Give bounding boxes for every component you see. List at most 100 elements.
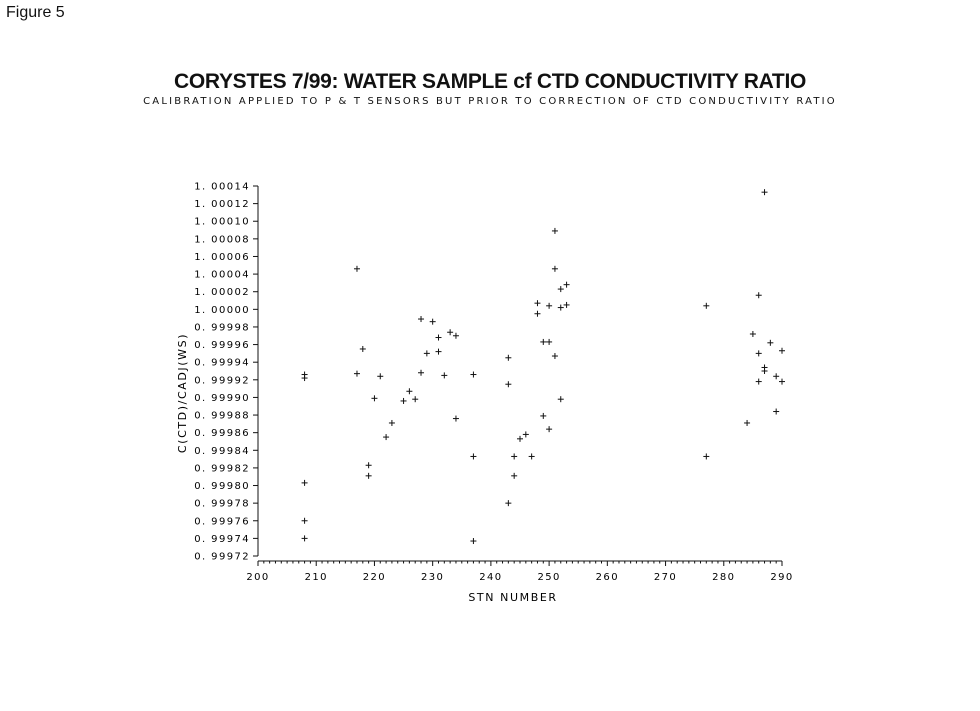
data-point xyxy=(767,339,774,346)
data-point xyxy=(557,396,564,403)
x-tick-label: 240 xyxy=(479,572,502,583)
x-axis-ticks: 200 210 220 230 240 250 260 270 280 290 xyxy=(246,561,793,583)
y-axis-ticks: 0. 99972 0. 99974 0. 99976 0. 99978 0. 99980… xyxy=(194,182,258,563)
x-tick-label: 280 xyxy=(712,572,735,583)
y-tick-label: 0. 99994 xyxy=(194,358,250,369)
data-point xyxy=(517,435,523,442)
data-point xyxy=(703,302,710,309)
y-tick-label: 0. 99996 xyxy=(194,340,250,351)
data-point xyxy=(755,378,762,385)
data-point xyxy=(301,517,308,524)
data-point xyxy=(383,434,390,441)
chart-subtitle: CALIBRATION APPLIED TO P & T SENSORS BUT… xyxy=(143,96,837,107)
y-tick-label: 1. 00004 xyxy=(194,270,250,281)
data-point xyxy=(365,462,372,469)
y-tick-label: 0. 99982 xyxy=(194,463,250,474)
data-point xyxy=(359,345,366,352)
data-point xyxy=(377,373,384,380)
data-point xyxy=(557,286,564,293)
data-point xyxy=(551,265,558,272)
data-point xyxy=(744,419,751,426)
data-point xyxy=(435,348,442,355)
y-tick-label: 0. 99980 xyxy=(194,481,250,492)
data-point xyxy=(353,370,360,377)
y-tick-label: 1. 00000 xyxy=(194,305,250,316)
data-point xyxy=(429,318,436,325)
y-tick-label: 1. 00002 xyxy=(194,287,250,298)
x-tick-label: 210 xyxy=(305,572,328,583)
data-point xyxy=(563,281,570,288)
data-point xyxy=(388,419,395,426)
data-point xyxy=(353,265,360,272)
x-tick-label: 270 xyxy=(654,572,677,583)
data-point xyxy=(755,350,762,357)
data-point xyxy=(546,338,553,345)
x-tick-label: 230 xyxy=(421,572,444,583)
y-tick-label: 0. 99986 xyxy=(194,428,250,439)
data-point xyxy=(470,538,477,545)
data-point xyxy=(540,412,547,419)
data-point xyxy=(400,397,407,404)
data-point xyxy=(779,347,785,354)
data-point xyxy=(528,453,535,460)
data-point xyxy=(755,292,762,299)
y-tick-label: 0. 99992 xyxy=(194,375,250,386)
data-point xyxy=(301,479,308,486)
data-point xyxy=(534,300,541,307)
data-point xyxy=(773,408,780,415)
x-axis-label: STN NUMBER xyxy=(468,591,557,604)
x-tick-label: 250 xyxy=(537,572,560,583)
data-point xyxy=(406,388,413,395)
x-tick-label: 260 xyxy=(596,572,619,583)
data-point xyxy=(435,334,442,341)
data-point xyxy=(447,329,454,336)
y-tick-label: 0. 99972 xyxy=(194,552,250,563)
data-point xyxy=(371,395,378,402)
figure-label: Figure 5 xyxy=(6,4,65,21)
y-tick-label: 0. 99978 xyxy=(194,499,250,510)
y-tick-label: 0. 99988 xyxy=(194,411,250,422)
y-tick-label: 0. 99974 xyxy=(194,534,250,545)
data-point xyxy=(423,350,430,357)
y-axis-label: C(CTD)/CADJ(WS) xyxy=(176,333,189,453)
y-tick-label: 1. 00012 xyxy=(194,199,250,210)
data-point xyxy=(441,372,448,379)
data-point xyxy=(365,472,372,479)
data-point xyxy=(418,369,425,376)
data-point xyxy=(540,338,547,345)
data-point xyxy=(301,375,308,382)
data-point xyxy=(773,373,780,380)
y-tick-label: 1. 00006 xyxy=(194,252,250,263)
data-point xyxy=(412,396,419,403)
y-tick-label: 0. 99976 xyxy=(194,516,250,527)
data-point xyxy=(557,304,564,311)
data-point xyxy=(452,332,459,339)
y-tick-label: 0. 99998 xyxy=(194,322,250,333)
data-point xyxy=(301,535,308,542)
x-tick-label: 290 xyxy=(770,572,793,583)
data-point xyxy=(470,371,477,378)
x-tick-label: 220 xyxy=(363,572,386,583)
data-point xyxy=(546,426,553,433)
data-point xyxy=(551,353,558,360)
data-point xyxy=(511,472,518,479)
data-point xyxy=(418,316,425,323)
data-point xyxy=(505,354,512,361)
data-point xyxy=(551,227,558,234)
data-point xyxy=(534,310,541,317)
y-tick-label: 1. 00014 xyxy=(194,182,250,193)
data-point xyxy=(761,189,768,196)
y-tick-label: 1. 00008 xyxy=(194,234,250,245)
data-point xyxy=(505,500,512,507)
data-point xyxy=(779,378,785,385)
chart-title: CORYSTES 7/99: WATER SAMPLE cf CTD CONDU… xyxy=(173,70,807,93)
data-point xyxy=(761,368,768,374)
data-point xyxy=(703,453,710,460)
y-tick-label: 0. 99984 xyxy=(194,446,250,457)
y-tick-label: 1. 00010 xyxy=(194,217,250,228)
data-point xyxy=(563,301,570,308)
data-point xyxy=(546,302,553,309)
data-point xyxy=(511,453,518,460)
data-point xyxy=(522,431,529,438)
